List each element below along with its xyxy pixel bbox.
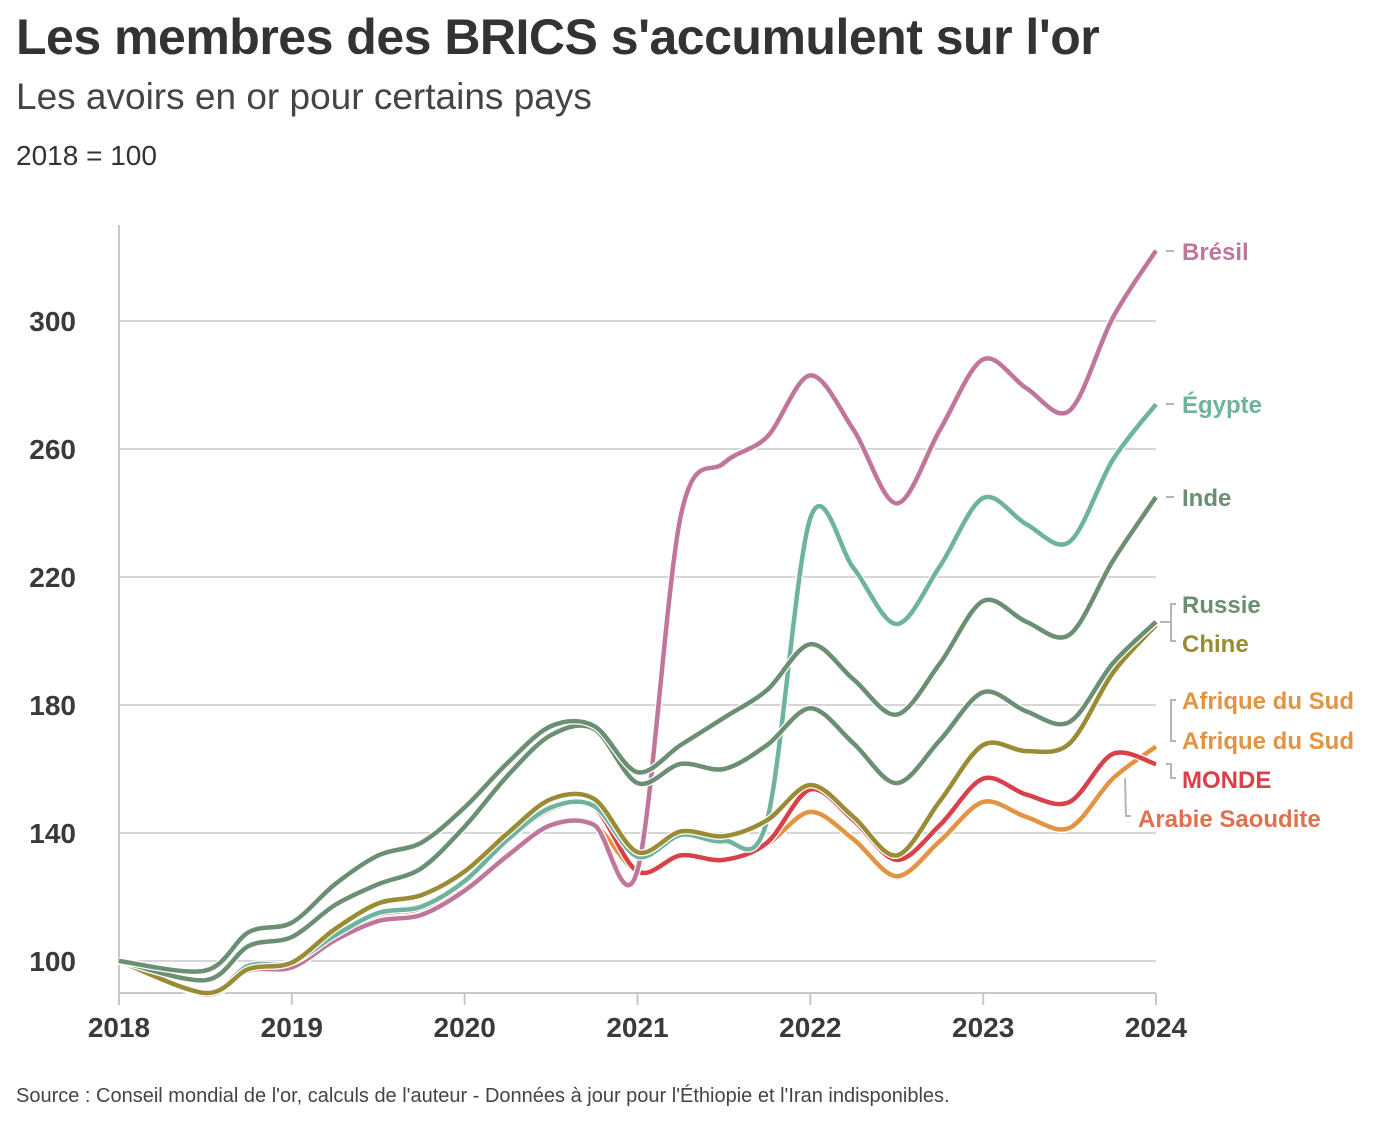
series-line-inde (118, 495, 1158, 974)
series-line-egypte (118, 402, 1158, 996)
end-label: Égypte (1182, 391, 1262, 419)
x-tick-label: 2022 (779, 1012, 841, 1043)
x-tick-label: 2024 (1125, 1012, 1188, 1043)
unit-note: 2018 = 100 (16, 140, 157, 171)
end-label: Inde (1182, 485, 1231, 512)
y-tick-label: 140 (29, 818, 76, 849)
end-label: Brésil (1182, 239, 1249, 266)
x-tick-label: 2020 (434, 1012, 496, 1043)
leader-bracket (1124, 777, 1131, 817)
end-label: Arabie Saoudite (1138, 806, 1321, 833)
series-line-inde-halo (118, 495, 1159, 976)
y-tick-label: 220 (29, 562, 76, 593)
source-note: Source : Conseil mondial de l'or, calcul… (16, 1085, 950, 1107)
series-line-russie (118, 620, 1158, 983)
end-label: Afrique du Sud (1182, 688, 1354, 715)
end-label: Russie (1182, 592, 1261, 619)
leader-bracket (1170, 699, 1176, 742)
leader-bracket (1160, 603, 1176, 642)
x-tick-label: 2018 (88, 1012, 150, 1043)
end-label: Chine (1182, 631, 1249, 658)
chart-subtitle: Les avoirs en or pour certains pays (16, 76, 592, 117)
series-line-chine (118, 623, 1158, 996)
end-label: Afrique du Sud (1182, 728, 1354, 755)
y-tick-label: 180 (29, 690, 76, 721)
y-tick-label: 300 (29, 306, 76, 337)
y-tick-label: 260 (29, 434, 76, 465)
x-tick-label: 2021 (606, 1012, 668, 1043)
x-tick-label: 2023 (952, 1012, 1014, 1043)
x-tick-label: 2019 (261, 1012, 323, 1043)
end-label: MONDE (1182, 767, 1271, 794)
series-line-bresil (118, 249, 1158, 997)
leader-bracket (1166, 763, 1176, 779)
y-tick-label: 100 (29, 946, 76, 977)
chart-title: Les membres des BRICS s'accumulent sur l… (16, 9, 1100, 65)
